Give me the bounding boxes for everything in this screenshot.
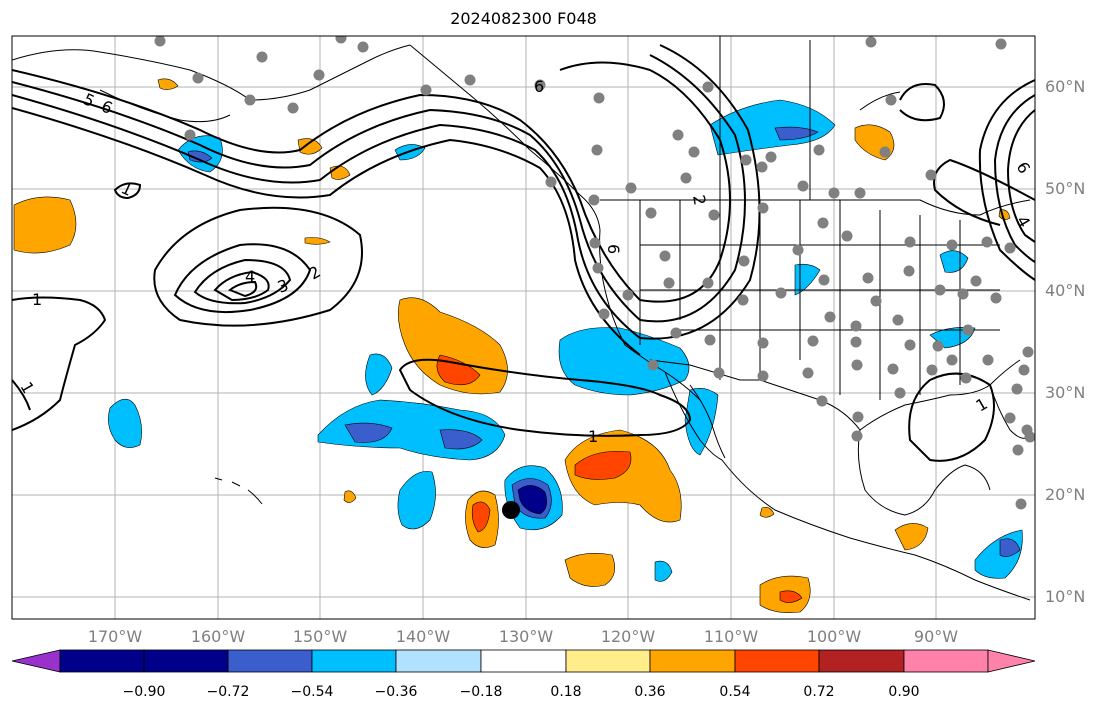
colorbar-tick-label: 0.54 xyxy=(719,684,751,700)
contour-label: 6 xyxy=(604,244,623,254)
colorbar-segment xyxy=(311,649,397,673)
colorbar-tick-label: 0.18 xyxy=(550,684,582,700)
lat-label: 30°N xyxy=(1045,383,1086,402)
colorbar-tick-label: 0.90 xyxy=(888,684,920,700)
colorbar-segment xyxy=(143,649,229,673)
contour-label: 1 xyxy=(588,427,598,446)
colorbar-segment xyxy=(565,649,651,673)
lat-label: 10°N xyxy=(1045,587,1086,606)
lat-label: 20°N xyxy=(1045,485,1086,504)
colorbar-segment xyxy=(480,649,567,673)
colorbar-segment xyxy=(59,649,145,673)
contour-label: 3 xyxy=(275,275,291,296)
map-frame xyxy=(11,35,1036,620)
lon-label: 120°W xyxy=(600,627,656,646)
colorbar-segment xyxy=(227,649,313,673)
contour-label: 6 xyxy=(98,96,115,118)
contour-label: 2 xyxy=(306,262,324,284)
lat-label: 60°N xyxy=(1045,77,1086,96)
lon-label: 150°W xyxy=(292,627,348,646)
contour-label: 1 xyxy=(17,379,39,397)
colorbar-segment xyxy=(649,649,736,673)
contour-label: 2 xyxy=(689,193,709,206)
lon-label: 170°W xyxy=(87,627,143,646)
colorbar-segment xyxy=(903,649,989,673)
storm-center-marker xyxy=(502,501,520,519)
colorbar-segment xyxy=(818,649,905,673)
colorbar-tick-label: −0.72 xyxy=(206,684,250,700)
shaded-field xyxy=(13,78,1023,613)
colorbar-tick-label: −0.36 xyxy=(374,684,418,700)
lat-label: 40°N xyxy=(1045,281,1086,300)
colorbar-extend-low xyxy=(11,649,61,673)
contour-label: 6 xyxy=(534,77,544,96)
lon-label: 90°W xyxy=(913,627,959,646)
contour-label: 1 xyxy=(973,394,991,416)
colorbar-tick-label: −0.18 xyxy=(459,684,503,700)
contour-label: 4 xyxy=(245,267,255,286)
colorbar-segment xyxy=(734,649,820,673)
colorbar xyxy=(11,649,1036,673)
lon-label: 130°W xyxy=(498,627,554,646)
colorbar-tick-label: 0.36 xyxy=(634,684,666,700)
contour-lines xyxy=(12,44,1035,462)
contour-label: 1 xyxy=(32,290,42,309)
colorbar-tick-label: 0.72 xyxy=(803,684,835,700)
contour-label: 5 xyxy=(80,89,97,111)
contour-label: 6 xyxy=(1013,159,1035,177)
colorbar-segment xyxy=(395,649,482,673)
colorbar-extend-high xyxy=(987,649,1036,673)
station-dots xyxy=(154,36,1035,510)
lon-label: 100°W xyxy=(806,627,862,646)
colorbar-tick-label: −0.54 xyxy=(290,684,334,700)
colorbar-tick-label: −0.90 xyxy=(122,684,166,700)
coastlines xyxy=(12,36,1031,601)
map-title: 2024082300 F048 xyxy=(450,9,597,28)
lon-label: 110°W xyxy=(703,627,759,646)
lon-label: 140°W xyxy=(395,627,451,646)
lat-label: 50°N xyxy=(1045,179,1086,198)
lon-label: 160°W xyxy=(190,627,246,646)
